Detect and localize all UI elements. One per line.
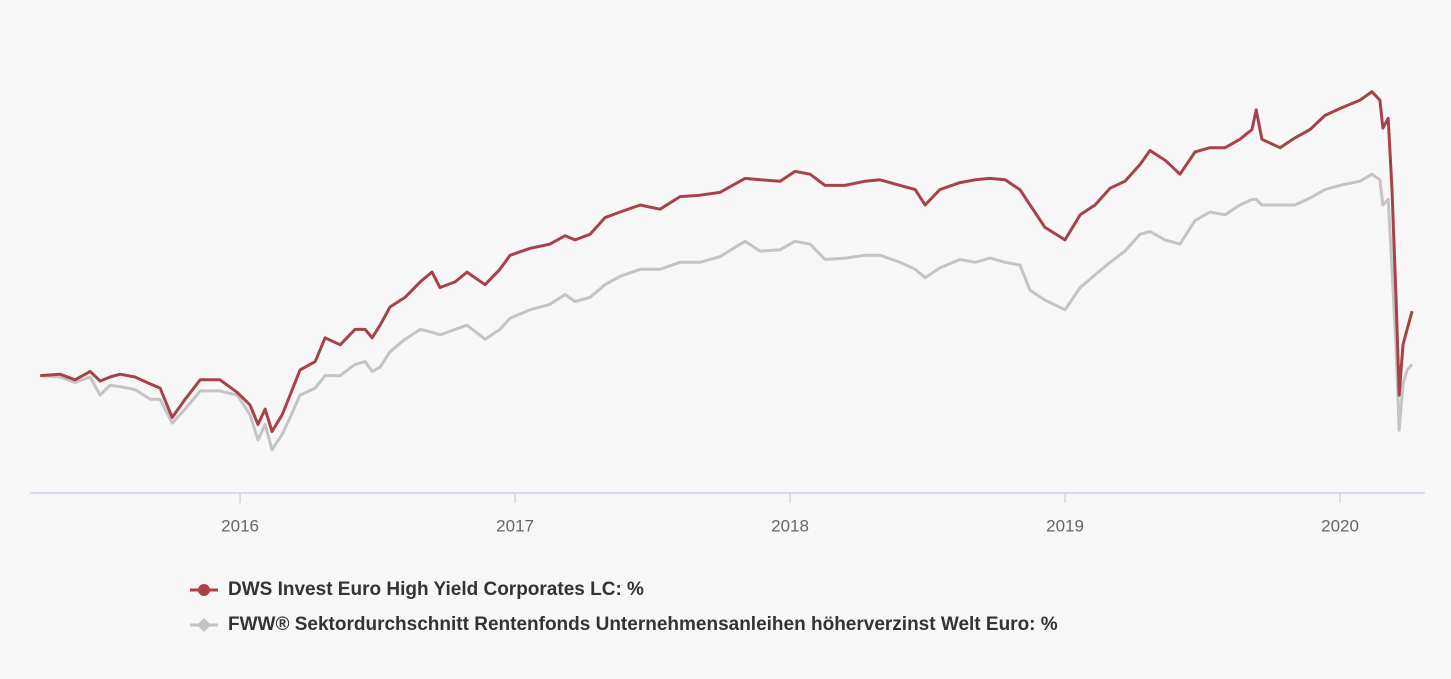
x-tick-label: 2020	[1321, 516, 1359, 535]
x-tick-label: 2018	[771, 516, 809, 535]
series-line	[40, 172, 1414, 452]
x-tick-label: 2019	[1046, 516, 1084, 535]
series-line	[40, 90, 1414, 433]
legend-label: FWW® Sektordurchschnitt Rentenfonds Unte…	[228, 614, 1058, 635]
legend-marker	[198, 584, 210, 596]
legend-label: DWS Invest Euro High Yield Corporates LC…	[228, 579, 644, 600]
x-tick-label: 2016	[221, 516, 259, 535]
legend-marker	[197, 618, 211, 632]
x-tick-label: 2017	[496, 516, 534, 535]
